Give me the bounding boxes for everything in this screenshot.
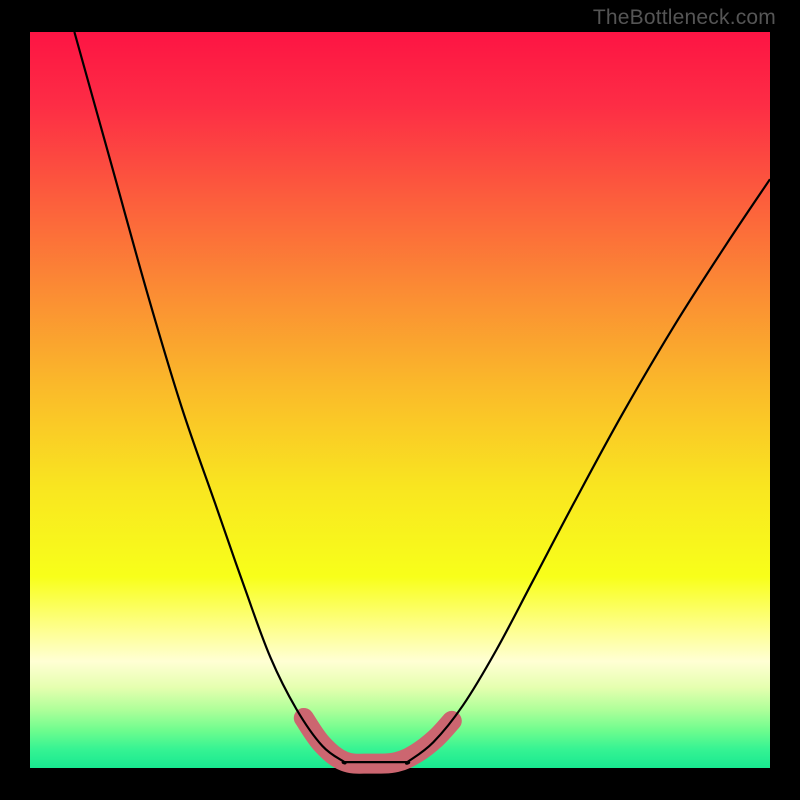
- plot-background: [30, 32, 770, 768]
- chart-container: TheBottleneck.com: [0, 0, 800, 800]
- chart-svg: [0, 0, 800, 800]
- watermark: TheBottleneck.com: [593, 6, 776, 30]
